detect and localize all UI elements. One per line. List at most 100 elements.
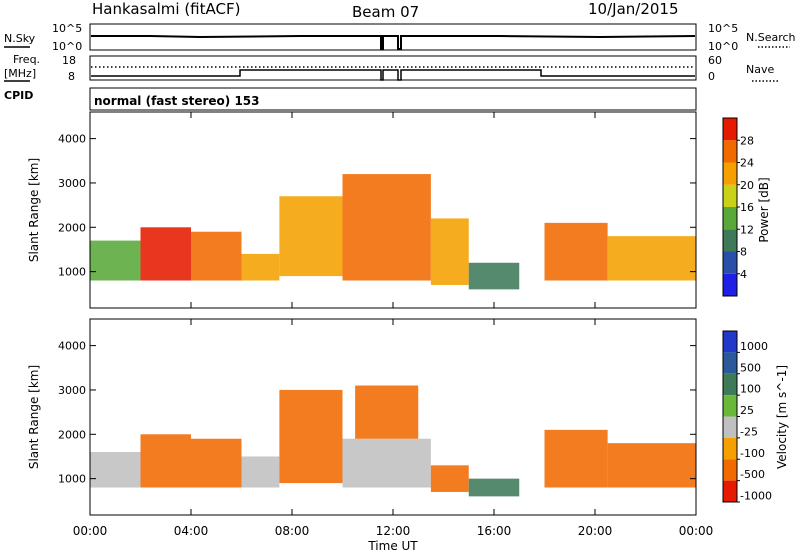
noise-right-top: 10^5 bbox=[708, 22, 738, 35]
velocity-colorbar-segment bbox=[723, 352, 737, 374]
power-region bbox=[342, 174, 431, 281]
velocity-colorbar: 1000 500 100 25 -25 -100 -500 -1000 bbox=[722, 330, 772, 503]
velocity-y-tick-label: 3000 bbox=[58, 384, 86, 397]
x-tick-label: 00:00 bbox=[679, 524, 714, 538]
freq-panel: Freq. [MHz] 18 8 60 0 Nave bbox=[4, 53, 778, 83]
power-colorbar-segment bbox=[723, 118, 737, 141]
velocity-region bbox=[607, 443, 696, 488]
power-colorbar-tick: 8 bbox=[740, 246, 747, 259]
freq-left-top: 18 bbox=[62, 54, 76, 67]
power-colorbar-tick: 12 bbox=[740, 223, 754, 236]
power-region bbox=[279, 196, 343, 277]
velocity-colorbar-segment bbox=[723, 437, 737, 460]
velocity-colorbar-tick: 25 bbox=[740, 404, 754, 417]
power-colorbar-tick: 16 bbox=[740, 201, 754, 214]
velocity-region bbox=[468, 478, 520, 497]
power-colorbar-tick: 24 bbox=[740, 157, 754, 170]
power-region bbox=[607, 236, 696, 281]
freq-left-bottom: 8 bbox=[68, 70, 75, 83]
noise-sky-line bbox=[91, 35, 696, 50]
noise-right-bottom: 10^0 bbox=[708, 40, 738, 53]
cpid-panel bbox=[89, 87, 697, 111]
x-tick-label: 08:00 bbox=[275, 524, 310, 538]
velocity-colorbar-tick: -100 bbox=[740, 447, 765, 460]
velocity-colorbar-tick: 1000 bbox=[740, 340, 768, 353]
freq-line bbox=[91, 69, 695, 81]
power-colorbar-tick: 28 bbox=[740, 134, 754, 147]
velocity-y-label: Slant Range [km] bbox=[27, 365, 41, 469]
station-title: Hankasalmi (fitACF) bbox=[92, 0, 240, 18]
power-y-tick-label: 1000 bbox=[58, 266, 86, 279]
velocity-colorbar-tick: -25 bbox=[740, 425, 758, 438]
velocity-y-tick-label: 2000 bbox=[58, 428, 86, 441]
power-y-tick-label: 3000 bbox=[58, 177, 86, 190]
velocity-region bbox=[140, 434, 191, 488]
velocity-region bbox=[355, 385, 419, 439]
power-region bbox=[191, 231, 242, 281]
noise-left-top: 10^5 bbox=[52, 22, 82, 35]
power-y-tick-label: 2000 bbox=[58, 221, 86, 234]
velocity-colorbar-segment bbox=[723, 416, 737, 438]
cpid-mode: normal (fast stereo) 153 bbox=[94, 94, 260, 108]
velocity-region bbox=[90, 452, 141, 488]
power-colorbar-segment bbox=[723, 251, 737, 274]
power-colorbar-segment bbox=[723, 207, 737, 230]
power-colorbar-segment bbox=[723, 273, 737, 296]
velocity-colorbar-tick: 100 bbox=[740, 383, 761, 396]
velocity-colorbar-segment bbox=[723, 331, 737, 353]
freq-label-1: Freq. bbox=[13, 53, 40, 66]
power-colorbar-tick: 4 bbox=[740, 268, 747, 281]
cpid-label: CPID bbox=[4, 89, 33, 102]
power-region bbox=[90, 240, 141, 281]
noise-panel: N.Sky 10^5 10^0 10^5 10^0 N.Search bbox=[4, 22, 796, 53]
x-tick-label: 20:00 bbox=[578, 524, 613, 538]
power-colorbar-segment bbox=[723, 229, 737, 252]
freq-right-bottom: 0 bbox=[708, 70, 715, 83]
velocity-region bbox=[279, 389, 343, 484]
velocity-region bbox=[544, 429, 608, 488]
freq-right-top: 60 bbox=[708, 54, 722, 67]
velocity-colorbar-title: Velocity [m s^-1] bbox=[775, 365, 789, 469]
velocity-y-tick-label: 4000 bbox=[58, 340, 86, 353]
velocity-panel: 1000 2000 3000 4000 Slant Range [km] bbox=[27, 318, 697, 516]
noise-left-label: N.Sky bbox=[4, 32, 36, 45]
power-y-tick-label: 4000 bbox=[58, 133, 86, 146]
velocity-region bbox=[342, 438, 431, 488]
date-title: 10/Jan/2015 bbox=[588, 0, 679, 18]
power-panel: 1000 2000 3000 4000 Slant Range [km] bbox=[27, 111, 697, 309]
velocity-colorbar-segment bbox=[723, 373, 737, 396]
velocity-y-tick-label: 1000 bbox=[58, 473, 86, 486]
x-tick-label: 00:00 bbox=[73, 524, 108, 538]
power-region bbox=[430, 218, 469, 285]
beam-title: Beam 07 bbox=[352, 3, 419, 21]
velocity-colorbar-tick: -1000 bbox=[740, 490, 772, 503]
velocity-colorbar-tick: 500 bbox=[740, 361, 761, 374]
power-colorbar-segment bbox=[723, 184, 737, 207]
nave-label: Nave bbox=[746, 63, 774, 76]
power-region bbox=[468, 262, 520, 290]
velocity-colorbar-segment bbox=[723, 459, 737, 481]
x-tick-label: 04:00 bbox=[174, 524, 209, 538]
velocity-colorbar-segment bbox=[723, 480, 737, 502]
noise-right-label: N.Search bbox=[746, 31, 796, 44]
velocity-colorbar-segment bbox=[723, 395, 737, 417]
x-tick-label: 12:00 bbox=[376, 524, 411, 538]
power-region bbox=[241, 253, 280, 281]
power-colorbar-title: Power [dB] bbox=[757, 177, 771, 242]
x-axis-label: Time UT bbox=[367, 539, 418, 553]
power-y-label: Slant Range [km] bbox=[27, 158, 41, 262]
power-colorbar-segment bbox=[723, 140, 737, 163]
x-tick-label: 16:00 bbox=[477, 524, 512, 538]
power-region bbox=[544, 222, 608, 281]
velocity-region bbox=[191, 438, 242, 488]
freq-label-2: [MHz] bbox=[4, 67, 36, 80]
power-region bbox=[140, 227, 191, 281]
velocity-colorbar-tick: -500 bbox=[740, 468, 765, 481]
power-colorbar-tick: 20 bbox=[740, 179, 754, 192]
noise-left-bottom: 10^0 bbox=[52, 40, 82, 53]
velocity-region bbox=[430, 465, 469, 492]
power-colorbar: 4 8 12 16 20 24 28 bbox=[722, 117, 754, 297]
power-colorbar-segment bbox=[723, 162, 737, 185]
velocity-region bbox=[241, 456, 280, 488]
